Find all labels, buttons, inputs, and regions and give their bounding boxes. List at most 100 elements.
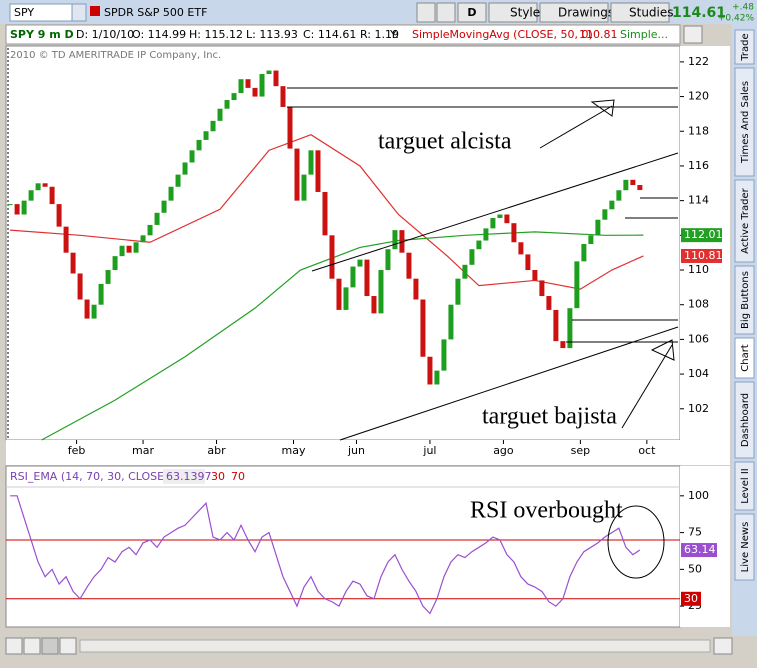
channel-upper: [311, 152, 679, 272]
chart-options-button[interactable]: [683, 25, 703, 44]
candle: [133, 242, 139, 253]
style-button[interactable]: [488, 2, 538, 23]
info-open: O: 114.99: [132, 28, 186, 41]
studies-label[interactable]: Studies: [629, 6, 674, 20]
period-label[interactable]: D: [467, 6, 476, 19]
annotation: targuet bajista: [482, 404, 617, 430]
candle: [273, 70, 279, 87]
side-tab[interactable]: [734, 461, 755, 511]
scrollbar[interactable]: [79, 639, 711, 653]
candle: [413, 278, 419, 300]
candle: [238, 79, 244, 94]
symbol-dropdown[interactable]: [71, 3, 87, 22]
rsi-title: RSI_EMA (14, 70, 30, CLOSE): [10, 470, 168, 483]
drawings-label[interactable]: Drawings: [558, 6, 614, 20]
candle: [462, 264, 468, 279]
candle: [441, 339, 447, 371]
y-tick-label: 106: [688, 332, 709, 345]
price-badge-label: 110.81: [684, 249, 723, 262]
info-study-value: 110.81: [579, 28, 618, 41]
drawings-button[interactable]: [539, 2, 609, 23]
y-tick-label: 108: [688, 298, 709, 311]
candle: [280, 86, 286, 107]
side-tab-label[interactable]: Trade: [740, 33, 751, 61]
side-tab[interactable]: [734, 265, 755, 335]
side-tab[interactable]: [734, 381, 755, 459]
price-badge: [681, 228, 722, 243]
candle: [336, 278, 342, 310]
candle: [595, 219, 601, 236]
studies-button[interactable]: [610, 2, 670, 23]
y-tick-label: 100: [688, 489, 709, 502]
candle: [56, 204, 62, 227]
candle: [399, 230, 405, 253]
style-label[interactable]: Style: [510, 6, 540, 20]
candle: [189, 150, 195, 163]
zoom-button[interactable]: [5, 637, 23, 655]
expand-button[interactable]: [713, 637, 733, 655]
x-tick-label: jun: [347, 444, 365, 457]
candle: [308, 150, 314, 175]
candle: [301, 174, 307, 201]
period-button[interactable]: [457, 2, 487, 23]
candle: [140, 235, 146, 243]
candle: [511, 223, 517, 243]
candle: [602, 209, 608, 220]
candle: [560, 341, 566, 349]
change-pct: +0.42%: [718, 14, 755, 24]
candle: [532, 270, 538, 281]
candle: [28, 190, 34, 201]
side-tab-label[interactable]: Level II: [740, 468, 751, 503]
side-tab[interactable]: [734, 513, 755, 581]
side-tab-label[interactable]: Big Buttons: [740, 271, 751, 329]
side-tab[interactable]: [734, 29, 755, 65]
candle: [553, 309, 559, 342]
candle: [616, 190, 622, 201]
candle: [105, 270, 111, 284]
candle: [455, 278, 461, 305]
symbol[interactable]: SPY: [14, 6, 34, 19]
candle: [126, 245, 132, 253]
candle: [574, 261, 580, 309]
last-price: 114.61: [672, 5, 726, 21]
candle: [581, 244, 587, 262]
candle: [357, 259, 363, 267]
candle: [329, 235, 335, 279]
side-tab[interactable]: [734, 337, 755, 379]
candle: [259, 74, 265, 97]
info-low: L: 113.93: [246, 28, 298, 41]
y-tick-label: 120: [688, 90, 709, 103]
info-high: H: 115.12: [189, 28, 243, 41]
moving-average: [10, 134, 644, 290]
tool-button[interactable]: [436, 2, 456, 23]
annotation: targuet alcista: [378, 129, 512, 155]
candle: [14, 204, 20, 215]
tool-button[interactable]: [416, 2, 436, 23]
side-tab[interactable]: [734, 179, 755, 263]
annotation: RSI overbought: [470, 498, 623, 524]
side-tab[interactable]: [734, 67, 755, 177]
candle: [266, 70, 272, 75]
candle: [448, 304, 454, 340]
side-tab-label[interactable]: Dashboard: [740, 393, 751, 447]
candle: [609, 200, 615, 210]
candle: [518, 242, 524, 255]
candle: [371, 296, 377, 314]
candle: [322, 191, 328, 236]
candle: [364, 259, 370, 297]
side-tab-label[interactable]: Chart: [740, 344, 751, 372]
candle: [63, 226, 69, 253]
candle: [7, 204, 13, 206]
candle: [245, 79, 251, 88]
candle: [84, 299, 90, 319]
zoom-out-button[interactable]: [41, 637, 59, 655]
x-tick-label: mar: [132, 444, 154, 457]
side-tab-label[interactable]: Live News: [740, 522, 751, 573]
fit-button[interactable]: [59, 637, 77, 655]
side-tab-label[interactable]: Times And Sales: [740, 81, 751, 164]
candle: [504, 214, 510, 224]
zoom-in-button[interactable]: [23, 637, 41, 655]
side-tab-label[interactable]: Active Trader: [740, 187, 751, 253]
y-tick-label: 116: [688, 159, 709, 172]
candle: [315, 150, 321, 192]
